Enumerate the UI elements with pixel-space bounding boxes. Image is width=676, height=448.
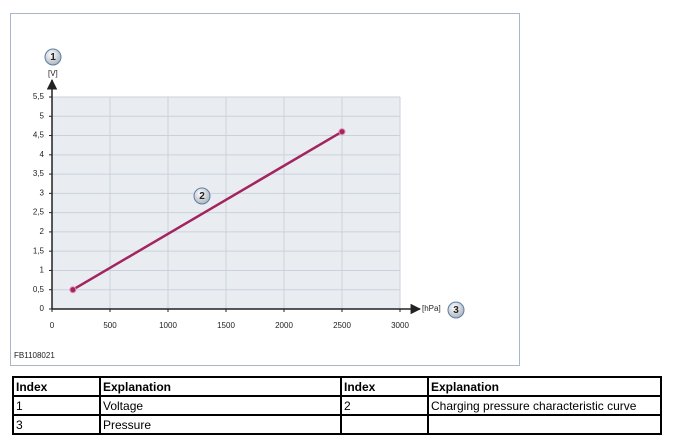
y-tick-label: 2,5 <box>33 208 45 217</box>
x-tick-label: 2000 <box>275 321 293 330</box>
header-cell: Explanation <box>427 376 662 397</box>
point <box>338 128 346 136</box>
table-row: 1 Voltage 2 Charging pressure characteri… <box>12 395 662 416</box>
y-tick-label: 0 <box>40 304 45 313</box>
point <box>69 286 77 294</box>
figure: 0 0,5 1 1,5 2 2,5 3 3,5 4 4,5 5 5,5 0 500 1000 1500 2000… <box>10 13 520 366</box>
figure-code: FB1108021 <box>14 351 55 360</box>
y-tick-label: 1 <box>40 266 45 275</box>
x-axis-label: [hPa] <box>422 304 441 313</box>
y-axis-label: [V] <box>48 69 58 78</box>
x-tick-label: 1000 <box>159 321 177 330</box>
y-tick-label: 0,5 <box>33 285 45 294</box>
plot: 0 0,5 1 1,5 2 2,5 3 3,5 4 4,5 5 5,5 0 500 1000 1500 2000… <box>33 78 422 330</box>
y-tick-label: 5,5 <box>33 92 45 101</box>
x-tick-label: 500 <box>103 321 117 330</box>
y-tick-label: 2 <box>40 227 45 236</box>
table-header: Index Explanation Index Explanation <box>12 376 662 397</box>
index-table: Index Explanation Index Explanation 1 Vo… <box>12 376 662 435</box>
header-cell: Index <box>340 376 429 397</box>
line <box>72 130 343 291</box>
table-row: 3 Pressure <box>12 414 662 435</box>
cell <box>340 414 429 435</box>
header-cell: Explanation <box>99 376 342 397</box>
x-tick-label: 0 <box>50 321 55 330</box>
callout: 3 <box>453 305 459 316</box>
x-tick-label: 2500 <box>333 321 351 330</box>
cell <box>427 414 662 435</box>
header-cell: Index <box>12 376 101 397</box>
callout-circle <box>447 301 465 319</box>
x-tick-label: 3000 <box>391 321 409 330</box>
cell: 2 <box>340 395 429 416</box>
y-tick-label: 4,5 <box>33 131 45 140</box>
cell: 3 <box>12 414 101 435</box>
x-tick-label: 1500 <box>217 321 235 330</box>
cell: 1 <box>12 395 101 416</box>
y-tick-label: 1,5 <box>33 246 45 255</box>
callout: 2 <box>199 191 205 202</box>
y-tick-label: 4 <box>40 150 45 159</box>
callout-circle <box>193 187 211 205</box>
cell: Voltage <box>99 395 342 416</box>
y-tick-label: 3,5 <box>33 169 45 178</box>
callout: 1 <box>50 52 56 63</box>
y-tick-label: 3 <box>40 188 45 197</box>
cell: Pressure <box>99 414 342 435</box>
y-tick-label: 5 <box>40 111 45 120</box>
callout-circle <box>44 48 62 66</box>
cell: Charging pressure characteristic curve <box>427 395 662 416</box>
